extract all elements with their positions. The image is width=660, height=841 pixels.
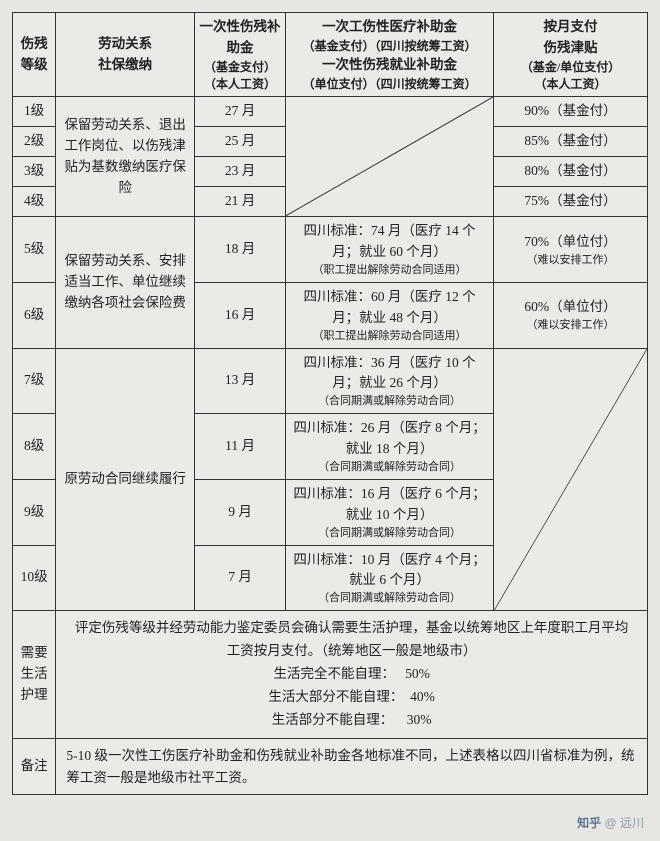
cell-allow: 75%（基金付） — [494, 187, 648, 217]
cell-allow: 70%（单位付） （难以安排工作） — [494, 217, 648, 283]
hdr-relation-text: 劳动关系 社保缴纳 — [98, 36, 152, 72]
cell-lvl: 4级 — [13, 187, 56, 217]
cell-std: 四川标准：26 月（医疗 8 个月；就业 18 个月） （合同期满或解除劳动合同… — [286, 414, 494, 480]
cell-slash-a — [286, 97, 494, 217]
allow-note: （难以安排工作） — [498, 253, 643, 268]
row-l5: 5级 保留劳动关系、安排适当工作、单位继续缴纳各项社会保险费 18 月 四川标准… — [13, 217, 648, 283]
note-label: 备注 — [13, 738, 56, 794]
care-content: 评定伤残等级并经劳动能力鉴定委员会确认需要生活护理，基金以统筹地区上年度职工月平… — [56, 611, 648, 739]
cell-relation-a: 保留劳动关系、退出工作岗位、以伤残津贴为基数缴纳医疗保险 — [56, 97, 195, 217]
care-label: 需要生活护理 — [13, 611, 56, 739]
cell-months: 23 月 — [195, 157, 286, 187]
cell-lvl: 2级 — [13, 127, 56, 157]
watermark-site: 知乎 — [577, 816, 601, 830]
watermark-author: @ 远川 — [604, 816, 644, 830]
cell-months: 25 月 — [195, 127, 286, 157]
cell-lvl: 3级 — [13, 157, 56, 187]
std-main: 四川标准：60 月（医疗 12 个月；就业 48 个月） — [290, 287, 489, 329]
cell-lvl: 5级 — [13, 217, 56, 283]
hdr-level: 伤残等级 — [13, 13, 56, 97]
row-care: 需要生活护理 评定伤残等级并经劳动能力鉴定委员会确认需要生活护理，基金以统筹地区… — [13, 611, 648, 739]
hdr-onetime-sub1: （基金支付） — [199, 59, 281, 76]
allow-note: （难以安排工作） — [498, 318, 643, 333]
allow-main: 60%（单位付） — [498, 297, 643, 318]
cell-relation-b: 保留劳动关系、安排适当工作、单位继续缴纳各项社会保险费 — [56, 217, 195, 348]
cell-months: 21 月 — [195, 187, 286, 217]
cell-std: 四川标准：60 月（医疗 12 个月；就业 48 个月） （职工提出解除劳动合同… — [286, 282, 494, 348]
cell-std: 四川标准：74 月（医疗 14 个月；就业 60 个月） （职工提出解除劳动合同… — [286, 217, 494, 283]
watermark: 知乎 @ 远川 — [577, 814, 644, 831]
cell-allow: 90%（基金付） — [494, 97, 648, 127]
cell-months: 7 月 — [195, 545, 286, 611]
std-note: （合同期满或解除劳动合同） — [290, 591, 489, 606]
cell-std: 四川标准：16 月（医疗 6 个月；就业 10 个月） （合同期满或解除劳动合同… — [286, 479, 494, 545]
hdr-monthly-main: 按月支付 伤残津贴 — [498, 17, 643, 59]
std-note: （职工提出解除劳动合同适用） — [290, 263, 489, 278]
cell-lvl: 10级 — [13, 545, 56, 611]
cell-months: 16 月 — [195, 282, 286, 348]
care-l2: 生活大部分不能自理： 40% — [74, 686, 629, 709]
care-l1: 生活完全不能自理： 50% — [74, 663, 629, 686]
cell-std: 四川标准：10 月（医疗 4 个月；就业 6 个月） （合同期满或解除劳动合同） — [286, 545, 494, 611]
std-note: （职工提出解除劳动合同适用） — [290, 329, 489, 344]
cell-lvl: 9级 — [13, 479, 56, 545]
hdr-onetime: 一次性伤残补助金 （基金支付） （本人工资） — [195, 13, 286, 97]
cell-months: 13 月 — [195, 348, 286, 414]
std-note: （合同期满或解除劳动合同） — [290, 460, 489, 475]
cell-allow: 60%（单位付） （难以安排工作） — [494, 282, 648, 348]
care-intro: 评定伤残等级并经劳动能力鉴定委员会确认需要生活护理，基金以统筹地区上年度职工月平… — [74, 617, 629, 663]
cell-months: 18 月 — [195, 217, 286, 283]
cell-lvl: 6级 — [13, 282, 56, 348]
hdr-relation: 劳动关系 社保缴纳 — [56, 13, 195, 97]
hdr-medical-l2: 一次性伤残就业补助金 — [290, 55, 489, 76]
cell-lvl: 8级 — [13, 414, 56, 480]
care-l3: 生活部分不能自理： 30% — [74, 709, 629, 732]
hdr-medical-l1s: （基金支付）（四川按统筹工资） — [290, 38, 489, 55]
cell-allow: 85%（基金付） — [494, 127, 648, 157]
std-main: 四川标准：10 月（医疗 4 个月；就业 6 个月） — [290, 550, 489, 592]
note-text: 5-10 级一次性工伤医疗补助金和伤残就业补助金各地标准不同，上述表格以四川省标… — [56, 738, 648, 794]
hdr-medical: 一次工伤性医疗补助金 （基金支付）（四川按统筹工资） 一次性伤残就业补助金 （单… — [286, 13, 494, 97]
std-main: 四川标准：16 月（医疗 6 个月；就业 10 个月） — [290, 484, 489, 526]
hdr-onetime-main: 一次性伤残补助金 — [199, 17, 281, 59]
cell-months: 9 月 — [195, 479, 286, 545]
row-note: 备注 5-10 级一次性工伤医疗补助金和伤残就业补助金各地标准不同，上述表格以四… — [13, 738, 648, 794]
cell-months: 27 月 — [195, 97, 286, 127]
row-l7: 7级 原劳动合同继续履行 13 月 四川标准：36 月（医疗 10 个月；就业 … — [13, 348, 648, 414]
hdr-medical-l1: 一次工伤性医疗补助金 — [290, 17, 489, 38]
header-row: 伤残等级 劳动关系 社保缴纳 一次性伤残补助金 （基金支付） （本人工资） 一次… — [13, 13, 648, 97]
hdr-level-text: 伤残等级 — [21, 36, 48, 72]
row-l1: 1级 保留劳动关系、退出工作岗位、以伤残津贴为基数缴纳医疗保险 27 月 90%… — [13, 97, 648, 127]
std-main: 四川标准：26 月（医疗 8 个月；就业 18 个月） — [290, 418, 489, 460]
hdr-monthly-sub2: （本人工资） — [498, 76, 643, 93]
allow-main: 70%（单位付） — [498, 232, 643, 253]
std-main: 四川标准：36 月（医疗 10 个月；就业 26 个月） — [290, 353, 489, 395]
cell-std: 四川标准：36 月（医疗 10 个月；就业 26 个月） （合同期满或解除劳动合… — [286, 348, 494, 414]
std-note: （合同期满或解除劳动合同） — [290, 526, 489, 541]
hdr-medical-l2s: （单位支付）（四川按统筹工资） — [290, 76, 489, 93]
std-main: 四川标准：74 月（医疗 14 个月；就业 60 个月） — [290, 221, 489, 263]
cell-allow: 80%（基金付） — [494, 157, 648, 187]
cell-slash-c — [494, 348, 648, 611]
cell-months: 11 月 — [195, 414, 286, 480]
std-note: （合同期满或解除劳动合同） — [290, 394, 489, 409]
cell-relation-c: 原劳动合同继续履行 — [56, 348, 195, 611]
cell-lvl: 7级 — [13, 348, 56, 414]
injury-compensation-table: 伤残等级 劳动关系 社保缴纳 一次性伤残补助金 （基金支付） （本人工资） 一次… — [12, 12, 648, 795]
cell-lvl: 1级 — [13, 97, 56, 127]
hdr-monthly: 按月支付 伤残津贴 （基金/单位支付） （本人工资） — [494, 13, 648, 97]
hdr-onetime-sub2: （本人工资） — [199, 76, 281, 93]
hdr-monthly-sub1: （基金/单位支付） — [498, 59, 643, 76]
